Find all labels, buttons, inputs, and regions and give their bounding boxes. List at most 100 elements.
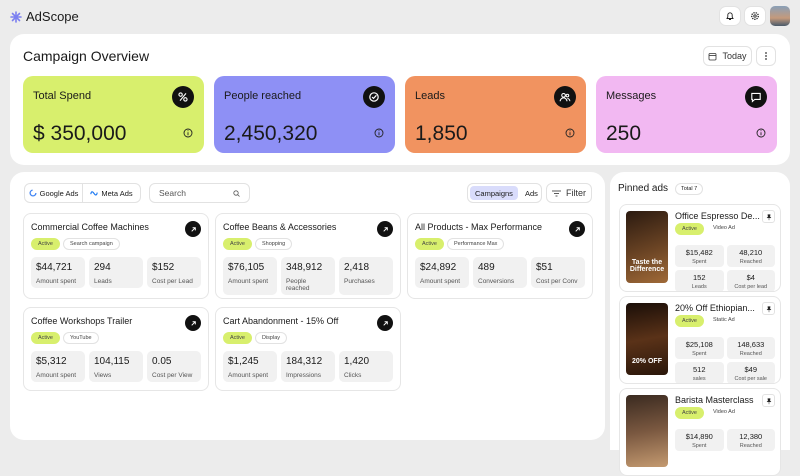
pinned-panel: Pinned ads Total 7 Taste the Difference O… bbox=[610, 172, 790, 476]
open-button[interactable] bbox=[569, 221, 585, 237]
stat-glyph bbox=[559, 92, 571, 102]
badges: Active Search campaign bbox=[31, 238, 201, 250]
ad-metric-label: Spent bbox=[692, 351, 707, 357]
campaign-card[interactable]: Commercial Coffee Machines Active Search c… bbox=[23, 213, 209, 299]
status-badge: Active bbox=[675, 223, 704, 235]
ad-metric-value: 148,633 bbox=[737, 340, 765, 349]
campaigns-panel: Google Ads Meta Ads Search Campaigns Ads F… bbox=[10, 172, 605, 440]
pinned-ad-card[interactable]: 20% OFF 20% Off Ethiopian... Active Static … bbox=[619, 296, 781, 384]
stat-value: 2,450,320 bbox=[224, 122, 318, 145]
metric: 1,420 Clicks bbox=[339, 351, 393, 382]
badges: Active Static Ad bbox=[675, 315, 741, 327]
stat-glyph bbox=[178, 92, 188, 102]
calendar-icon bbox=[709, 52, 717, 60]
metric-value: $24,892 bbox=[420, 262, 457, 273]
campaign-card[interactable]: Cart Abandonment - 15% Off Active Display $… bbox=[215, 307, 401, 391]
notifications-button[interactable] bbox=[719, 6, 741, 26]
campaign-card[interactable]: Coffee Beans & Accessories Active Shopping… bbox=[215, 213, 401, 299]
ad-metric-label: Cost per sale bbox=[734, 376, 767, 382]
ad-metric-label: Spent bbox=[692, 259, 707, 265]
campaign-card[interactable]: All Products - Max Performance Active Perf… bbox=[407, 213, 593, 299]
badges: Active Performance Max bbox=[415, 238, 585, 250]
ad-image-text: Taste the Difference bbox=[629, 259, 665, 273]
arrow-glyph bbox=[382, 320, 388, 326]
metrics: $5,312 Amount spent 104,115 Views 0.05 Cost p… bbox=[31, 351, 201, 382]
filter-button[interactable]: Filter bbox=[546, 183, 592, 203]
more-button[interactable] bbox=[756, 46, 776, 66]
info-icon bbox=[565, 125, 575, 143]
date-button[interactable]: Today bbox=[703, 46, 752, 66]
search-icon bbox=[233, 189, 240, 197]
campaign-title: Coffee Beans & Accessories bbox=[223, 222, 337, 232]
platform-tab[interactable]: Meta Ads bbox=[82, 184, 140, 202]
campaign-title: Cart Abandonment - 15% Off bbox=[223, 316, 339, 326]
ad-metric-value: 12,380 bbox=[739, 432, 763, 441]
metrics: $76,105 Amount spent 348,912 People reached… bbox=[223, 257, 393, 295]
badges: Active YouTube bbox=[31, 332, 201, 344]
ad-metric-value: $4 bbox=[746, 273, 755, 282]
pin-button[interactable] bbox=[762, 302, 775, 315]
metric: 348,912 People reached bbox=[281, 257, 335, 295]
pin-button[interactable] bbox=[762, 210, 775, 223]
pin-glyph bbox=[765, 397, 772, 404]
open-button[interactable] bbox=[377, 221, 393, 237]
metric: $1,245 Amount spent bbox=[223, 351, 277, 382]
date-label: Today bbox=[722, 51, 747, 61]
metric-label: People reached bbox=[286, 278, 310, 292]
metric-label: Amount spent bbox=[228, 278, 269, 285]
campaign-card[interactable]: Coffee Workshops Trailer Active YouTube $5,… bbox=[23, 307, 209, 391]
pin-glyph bbox=[765, 213, 772, 220]
badges: Active Video Ad bbox=[675, 223, 741, 235]
stat-value: $ 350,000 bbox=[33, 122, 127, 145]
platform-tabs: Google Ads Meta Ads bbox=[24, 183, 141, 203]
ad-metric: 48,210 Reached bbox=[726, 245, 775, 267]
status-badge: Active bbox=[31, 332, 60, 344]
platform-tab-label: Meta Ads bbox=[101, 188, 133, 198]
platform-tab[interactable]: Google Ads bbox=[25, 184, 82, 202]
metric-value: $1,245 bbox=[228, 356, 259, 367]
stat-glyph bbox=[369, 92, 379, 102]
open-button[interactable] bbox=[185, 221, 201, 237]
channel-badge: Performance Max bbox=[446, 238, 505, 250]
ad-metric-label: Reached bbox=[739, 443, 762, 449]
open-button[interactable] bbox=[377, 315, 393, 331]
stat-card: Messages 250 bbox=[596, 76, 777, 153]
view-toggle-option[interactable]: Ads bbox=[524, 188, 538, 198]
open-button[interactable] bbox=[185, 315, 201, 331]
logo[interactable]: AdScope bbox=[10, 9, 79, 24]
view-toggle-option[interactable]: Campaigns bbox=[470, 186, 518, 200]
pinned-ad-card[interactable]: Taste the Difference Office Espresso De..… bbox=[619, 204, 781, 292]
campaign-title: Coffee Workshops Trailer bbox=[31, 316, 133, 326]
ad-metrics: $25,108 Spent 148,633 Reached 512 sales $49 Cos… bbox=[675, 337, 775, 383]
metric-value: 489 bbox=[478, 262, 495, 273]
pinned-ad-card[interactable]: Barista Masterclass Active Video Ad $14,890… bbox=[619, 388, 781, 476]
stat-icon bbox=[172, 86, 194, 108]
ad-metric-value: $25,108 bbox=[685, 340, 713, 349]
stat-label: Total Spend bbox=[33, 90, 92, 102]
campaign-title: All Products - Max Performance bbox=[415, 222, 543, 232]
metric-label: Amount spent bbox=[36, 278, 77, 285]
arrow-glyph bbox=[190, 320, 196, 326]
settings-button[interactable] bbox=[744, 6, 766, 26]
filter-label: Filter bbox=[566, 188, 586, 198]
metric-label: Conversions bbox=[478, 278, 515, 285]
ad-metric: $25,108 Spent bbox=[675, 337, 724, 359]
avatar[interactable] bbox=[770, 6, 790, 26]
type-badge: Video Ad bbox=[712, 225, 735, 231]
pin-button[interactable] bbox=[762, 394, 775, 407]
metric: $5,312 Amount spent bbox=[31, 351, 85, 382]
search-box[interactable]: Search bbox=[149, 183, 250, 203]
type-badge: Static Ad bbox=[712, 317, 735, 323]
metric: $76,105 Amount spent bbox=[223, 257, 277, 295]
ad-metric: $14,890 Spent bbox=[675, 429, 724, 451]
arrow-glyph bbox=[190, 226, 196, 232]
metrics: $1,245 Amount spent 184,312 Impressions 1,42… bbox=[223, 351, 393, 382]
metric-label: Leads bbox=[94, 278, 112, 285]
metric-label: Views bbox=[94, 372, 112, 379]
gear-icon bbox=[751, 12, 759, 20]
type-badge: Video Ad bbox=[712, 409, 735, 415]
metric-value: $152 bbox=[152, 262, 175, 273]
metric-value: $5,312 bbox=[36, 356, 67, 367]
ad-metric: 12,380 Reached bbox=[726, 429, 775, 451]
logo-text: AdScope bbox=[26, 9, 79, 24]
